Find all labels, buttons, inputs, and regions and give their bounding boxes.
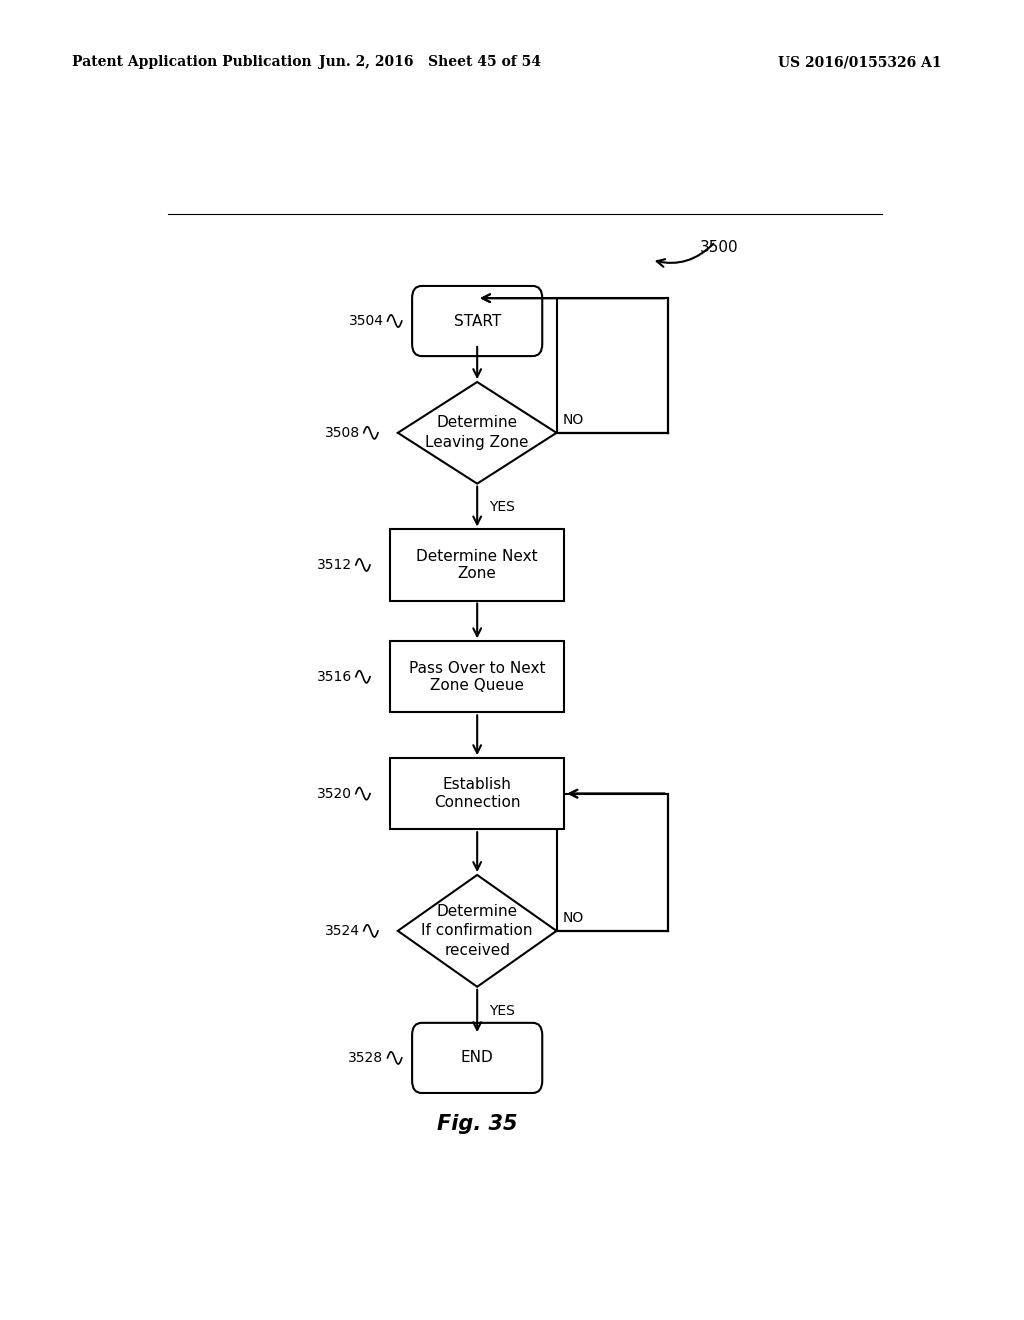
Text: 3500: 3500: [699, 240, 738, 255]
Bar: [557, 793, 668, 931]
Polygon shape: [397, 875, 557, 987]
Text: START: START: [454, 314, 501, 329]
Bar: [557, 298, 668, 433]
Text: Determine
Leaving Zone: Determine Leaving Zone: [425, 416, 529, 450]
Text: 3520: 3520: [316, 787, 352, 801]
Text: YES: YES: [489, 1005, 515, 1018]
Text: NO: NO: [563, 911, 584, 925]
Text: END: END: [461, 1051, 494, 1065]
Text: Pass Over to Next
Zone Queue: Pass Over to Next Zone Queue: [409, 660, 546, 693]
Text: US 2016/0155326 A1: US 2016/0155326 A1: [778, 55, 942, 70]
Text: 3504: 3504: [348, 314, 384, 329]
Text: Fig. 35: Fig. 35: [437, 1114, 517, 1134]
Text: 3524: 3524: [325, 924, 359, 939]
Text: Determine
If confirmation
received: Determine If confirmation received: [422, 904, 532, 958]
Text: Jun. 2, 2016   Sheet 45 of 54: Jun. 2, 2016 Sheet 45 of 54: [319, 55, 541, 70]
Bar: [390, 758, 564, 829]
Text: 3528: 3528: [348, 1051, 384, 1065]
Text: NO: NO: [563, 413, 584, 426]
Text: 3512: 3512: [316, 558, 352, 572]
Text: Establish
Connection: Establish Connection: [434, 777, 520, 810]
Text: YES: YES: [489, 499, 515, 513]
Bar: [390, 642, 564, 713]
FancyBboxPatch shape: [412, 1023, 543, 1093]
FancyBboxPatch shape: [412, 286, 543, 356]
Text: Determine Next
Zone: Determine Next Zone: [417, 549, 538, 581]
Polygon shape: [397, 381, 557, 483]
Text: 3508: 3508: [325, 426, 359, 440]
Bar: [390, 529, 564, 601]
Text: Patent Application Publication: Patent Application Publication: [72, 55, 311, 70]
Text: 3516: 3516: [316, 669, 352, 684]
